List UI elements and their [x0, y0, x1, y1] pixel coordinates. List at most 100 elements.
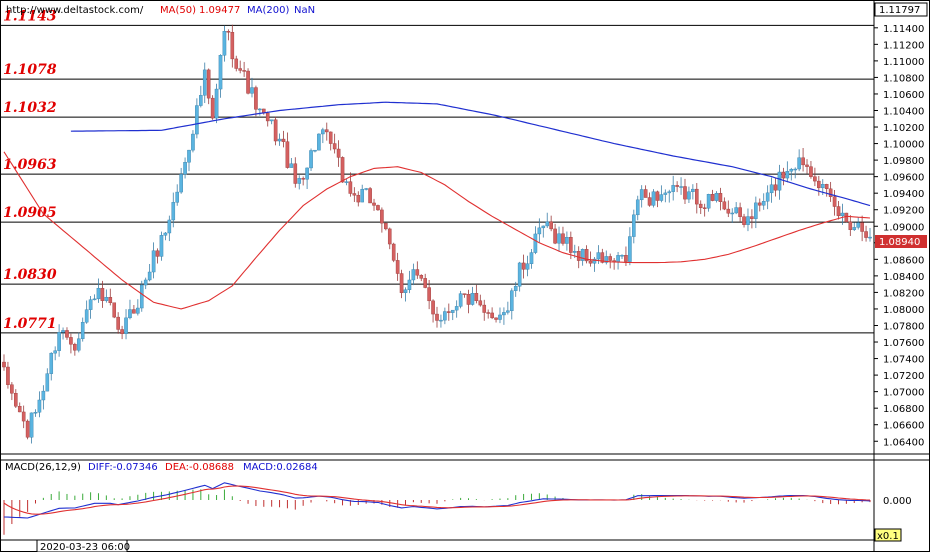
candle-body: [702, 207, 707, 209]
candle-body: [234, 58, 239, 69]
candle-body: [628, 236, 632, 262]
candle-body: [805, 164, 809, 167]
candle-body: [49, 352, 54, 374]
candle-body: [73, 344, 77, 351]
candle-body: [411, 269, 416, 281]
candle-body: [856, 222, 860, 228]
price-tick-label: 1.11000: [883, 57, 924, 68]
candle-body: [832, 196, 837, 207]
candle-body: [69, 337, 73, 345]
candle-body: [159, 235, 164, 257]
candle-body: [407, 279, 412, 290]
candle-body: [820, 184, 825, 189]
price-tick-label: 1.11400: [883, 24, 924, 35]
candle-body: [793, 168, 798, 171]
candle-body: [45, 373, 50, 392]
ma200-label: MA(200): [247, 5, 289, 16]
price-tick-label: 1.07600: [883, 338, 924, 349]
candle-body: [663, 192, 668, 195]
candle-body: [608, 256, 612, 261]
candle-body: [691, 188, 695, 192]
price-tick-label: 1.08400: [883, 272, 924, 283]
candle-body: [572, 251, 577, 253]
price-tick-label: 1.06400: [883, 437, 924, 448]
candle-body: [53, 350, 57, 354]
candle-body: [604, 256, 609, 263]
candle-body: [128, 309, 132, 319]
level-label: 1.0905: [3, 205, 57, 221]
candle-body: [206, 69, 211, 99]
top-value-text: 1.11797: [879, 5, 920, 16]
header-url[interactable]: http://www.deltastock.com/: [6, 5, 144, 16]
candle-body: [698, 203, 703, 208]
candle-body: [104, 297, 109, 301]
candle-body: [671, 185, 675, 192]
candle-body: [557, 233, 561, 244]
price-tick-label: 1.10000: [883, 140, 924, 151]
candle-body: [96, 287, 101, 300]
candle-body: [328, 131, 333, 144]
macd-zero-tick: 0.000: [883, 496, 912, 507]
price-tick-label: 1.06800: [883, 404, 924, 415]
candle-body: [494, 317, 498, 320]
candle-body: [317, 133, 321, 151]
candle-body: [344, 181, 349, 183]
candle-body: [210, 97, 215, 119]
candle-body: [309, 150, 313, 169]
candle-body: [136, 307, 140, 314]
candle-body: [490, 312, 494, 319]
price-tick-label: 1.07000: [883, 388, 924, 399]
candle-body: [6, 366, 10, 385]
candle-body: [632, 214, 636, 237]
candle-body: [569, 237, 573, 253]
level-label: 1.0830: [3, 267, 57, 283]
candle-body: [655, 191, 660, 201]
candle-body: [340, 157, 345, 183]
candle-body: [423, 278, 427, 288]
candle-body: [817, 180, 821, 189]
candle-body: [801, 157, 805, 166]
candle-body: [285, 141, 290, 168]
candle-body: [754, 202, 758, 219]
candle-body: [769, 184, 774, 194]
candle-body: [387, 228, 392, 245]
price-tick-label: 1.11200: [883, 40, 924, 51]
candle-body: [659, 194, 664, 201]
ma200-value: NaN: [294, 5, 315, 16]
candle-body: [124, 317, 128, 334]
level-label: 1.1078: [3, 62, 57, 78]
candle-body: [529, 252, 534, 264]
macd-scale-text: x0.1: [877, 531, 899, 542]
candle-body: [143, 279, 148, 286]
current-price-text: 1.08940: [879, 237, 920, 248]
candle-body: [742, 216, 746, 225]
candle-body: [403, 289, 408, 293]
ma50-value: 1.09477: [199, 5, 240, 16]
candle-body: [155, 250, 160, 257]
candle-body: [324, 129, 329, 133]
candle-body: [14, 393, 18, 407]
candle-body: [482, 304, 487, 313]
candle-body: [443, 311, 447, 321]
price-tick-label: 1.09600: [883, 173, 924, 184]
candle-body: [525, 263, 530, 270]
candle-body: [860, 222, 864, 232]
candle-body: [273, 119, 278, 142]
candle-body: [561, 233, 565, 244]
candle-body: [620, 255, 624, 257]
candle-body: [246, 70, 250, 94]
price-tick-label: 1.10800: [883, 73, 924, 84]
candle-body: [250, 87, 254, 94]
candle-body: [765, 192, 770, 202]
candle-body: [352, 193, 357, 196]
candle-body: [242, 70, 246, 72]
candle-body: [218, 55, 223, 90]
level-label: 1.0963: [3, 157, 57, 173]
candle-body: [147, 271, 152, 281]
candle-body: [167, 219, 172, 234]
candle-body: [395, 260, 400, 274]
candle-body: [419, 275, 424, 279]
candle-body: [848, 221, 853, 230]
candlestick-series: [2, 24, 872, 444]
